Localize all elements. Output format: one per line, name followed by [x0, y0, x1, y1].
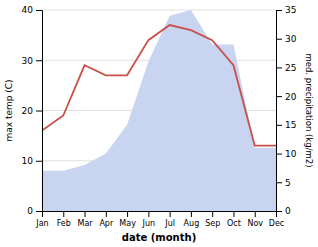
tick-mark [36, 60, 42, 61]
tick-label: 0 [285, 206, 291, 216]
tick-mark [276, 67, 282, 68]
tick-mark [276, 211, 282, 212]
tick-mark [36, 211, 42, 212]
tick: 35 [276, 5, 296, 15]
tick: Apr [99, 211, 114, 228]
tick: 40 [22, 5, 42, 15]
tick-label: Nov [247, 219, 263, 228]
tick-label: Jan [35, 219, 48, 228]
tick: 5 [276, 178, 291, 188]
tick-mark [276, 10, 282, 11]
tick-label: Oct [227, 219, 241, 228]
tick: 30 [276, 34, 297, 44]
tick-mark [233, 211, 234, 217]
tick: 25 [276, 63, 296, 73]
tick-label: Jun [142, 219, 156, 228]
tick-label: May [119, 219, 136, 228]
tick: Nov [247, 211, 263, 228]
plot-area: JanFebMarAprMayJunJulAugSepOctNovDec0102… [4, 5, 314, 243]
tick-mark [170, 211, 171, 217]
tick-mark [276, 125, 282, 126]
tick-label: Aug [184, 219, 200, 228]
tick: Oct [227, 211, 241, 228]
x-axis-title: date (month) [122, 232, 196, 243]
tick: Aug [184, 211, 200, 228]
y2-axis-title: med. precipitation (kg/m2) [304, 53, 314, 167]
tick-label: 35 [285, 5, 296, 15]
tick-label: 20 [285, 92, 297, 102]
tick-mark [85, 211, 86, 217]
tick-label: 20 [22, 106, 34, 116]
tick: 20 [276, 92, 297, 102]
tick-label: Sep [205, 219, 220, 228]
tick-label: 10 [22, 156, 34, 166]
tick-mark [276, 39, 282, 40]
tick: 20 [22, 106, 42, 116]
grid-line [42, 10, 276, 11]
tick: 10 [22, 156, 42, 166]
tick-mark [127, 211, 128, 217]
tick-mark [276, 182, 282, 183]
tick-label: Dec [269, 219, 284, 228]
tick: Sep [205, 211, 220, 228]
tick-mark [255, 211, 256, 217]
tick-mark [212, 211, 213, 217]
tick: 0 [276, 206, 291, 216]
tick: Jul [164, 211, 175, 228]
axis-line [36, 11, 43, 212]
tick-label: 15 [285, 120, 296, 130]
tick: Mar [77, 211, 93, 228]
y2-axis: 0 5 10 15 20 25 30 35 [276, 5, 297, 216]
tick-mark [106, 211, 107, 217]
tick-mark [63, 211, 64, 217]
tick-mark [276, 154, 282, 155]
tick: Jan [35, 211, 48, 228]
tick-label: 0 [27, 206, 33, 216]
tick-label: 25 [285, 63, 296, 73]
grid [42, 10, 276, 211]
tick-mark [36, 111, 42, 112]
tick: 10 [276, 149, 297, 159]
tick: 0 [27, 206, 42, 216]
tick-label: 10 [285, 149, 297, 159]
tick-mark [36, 10, 42, 11]
marks [42, 10, 276, 211]
tick-mark [276, 96, 282, 97]
axis-line [43, 212, 277, 218]
tick-label: Feb [57, 219, 71, 228]
tick-label: 30 [22, 56, 34, 66]
tick: Jun [142, 211, 156, 228]
tick: Feb [57, 211, 71, 228]
tick: May [119, 211, 136, 228]
tick: 30 [22, 56, 42, 66]
tick: Dec [269, 211, 284, 228]
tick-mark [36, 161, 42, 162]
area [42, 10, 276, 211]
tick-label: Jul [164, 219, 175, 228]
x-axis: Jan Feb Mar Apr May Jun Jul Aug Sep Oct Nov Dec [35, 211, 284, 228]
tick-label: 30 [285, 34, 297, 44]
tick: 15 [276, 120, 296, 130]
chart: JanFebMarAprMayJunJulAugSepOctNovDec0102… [0, 0, 318, 247]
line [42, 25, 276, 146]
tick-mark [191, 211, 192, 217]
y-axis-title: max temp (C) [4, 79, 14, 141]
tick-label: 40 [22, 5, 34, 15]
tick-mark [148, 211, 149, 217]
y-axis: 0 10 20 30 40 [22, 5, 43, 216]
tick-label: Mar [77, 219, 93, 228]
tick-label: 5 [285, 178, 291, 188]
tick-label: Apr [99, 219, 114, 228]
axis-line [277, 11, 283, 212]
